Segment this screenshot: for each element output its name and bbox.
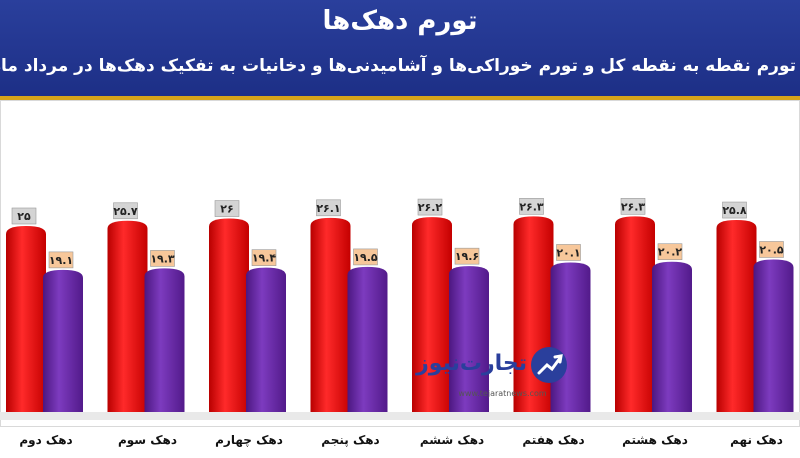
data-label: ۲۶.۱ [316, 202, 340, 215]
x-tick-label: دهک نهم [730, 433, 783, 447]
data-label: ۲۶.۲ [418, 201, 443, 214]
bar-food-inflation [246, 267, 286, 412]
data-label: ۲۰.۱ [556, 246, 580, 259]
data-label-box [353, 248, 378, 266]
x-tick-label: دهک هفتم [522, 433, 584, 447]
data-labels-layer: ۲۵ ۱۹.۱ ۲۵.۷ ۱۹.۳ ۲۶ ۱۹.۴ ۲۶.۱ ۱۹.۵ ۲۶.۲ ۱۹.۶ ۲۶.۳… [11, 198, 784, 269]
data-label-box [11, 207, 37, 225]
data-label: ۲۵ [17, 210, 31, 223]
bar-chart: ۲۵ ۱۹.۱ ۲۵.۷ ۱۹.۳ ۲۶ ۱۹.۴ ۲۶.۱ ۱۹.۵ ۲۶.۲ ۱۹.۶ ۲۶.۳… [0, 100, 800, 448]
bar-total-inflation [615, 216, 655, 412]
bar-total-inflation [107, 220, 148, 412]
bar-total-inflation [716, 220, 757, 412]
x-tick-label: دهک هشتم [622, 433, 688, 447]
data-label: ۲۶.۳ [519, 200, 544, 213]
data-label: ۱۹.۱ [49, 254, 73, 267]
bar-total-inflation [310, 217, 351, 412]
x-tick-label: دهک دوم [19, 433, 72, 448]
chart-header: تورم دهک‌ها تورم نقطه به نقطه کل و تورم … [0, 0, 800, 96]
data-label: ۲۵.۸ [722, 204, 747, 217]
bar-food-inflation [652, 261, 692, 412]
data-label: ۲۶.۳ [621, 200, 646, 213]
x-tick-label: دهک سوم [118, 433, 177, 448]
data-label: ۲۰.۲ [658, 246, 683, 259]
bars-layer [6, 216, 794, 412]
x-tick-label: دهک ششم [420, 433, 484, 447]
bar-total-inflation [209, 218, 249, 412]
data-label-box [214, 200, 240, 217]
watermark-url: www.tejaratnews.com [458, 389, 547, 398]
data-label-box [620, 198, 646, 215]
bar-food-inflation [753, 259, 794, 412]
data-label-box [251, 249, 277, 266]
data-label-box [48, 251, 74, 269]
data-label: ۱۹.۴ [252, 252, 277, 265]
data-label: ۲۵.۷ [113, 205, 138, 218]
data-label: ۱۹.۵ [353, 251, 378, 264]
bar-food-inflation [347, 266, 388, 412]
data-label-box [722, 201, 747, 219]
bar-total-inflation [6, 226, 46, 412]
chart-title: تورم دهک‌ها [322, 6, 478, 36]
x-tick-label: دهک چهارم [215, 433, 283, 448]
plot-floor [0, 412, 800, 420]
data-label: ۱۹.۳ [150, 252, 175, 265]
watermark-title: تجارت‌نیوز [416, 351, 527, 376]
data-label-box [759, 241, 784, 258]
bar-total-inflation [412, 217, 452, 412]
data-label-box [150, 250, 175, 267]
header-divider [0, 96, 800, 100]
data-label-box [519, 198, 544, 215]
x-axis-labels: دهک دوم دهک سوم دهک چهارم دهک پنجم دهک ششم ده… [19, 433, 783, 448]
data-label-box [657, 243, 683, 261]
data-label-box [113, 202, 138, 220]
data-label-box [417, 198, 443, 216]
data-label: ۲۰.۵ [759, 243, 784, 256]
bar-food-inflation [43, 269, 83, 412]
data-label: ۱۹.۶ [455, 250, 479, 263]
bar-food-inflation [144, 268, 185, 412]
watermark: تجارت‌نیوز www.tejaratnews.com [416, 345, 570, 411]
data-label-box [556, 244, 581, 261]
watermark-logo [531, 347, 567, 383]
bar-food-inflation [449, 266, 489, 412]
chart-subtitle: تورم نقطه به نقطه کل و تورم خوراکی‌ها و … [0, 56, 796, 76]
data-label-box [454, 247, 480, 265]
x-tick-label: دهک پنجم [321, 433, 379, 447]
data-label: ۲۶ [220, 203, 233, 216]
data-label-box [316, 199, 341, 217]
